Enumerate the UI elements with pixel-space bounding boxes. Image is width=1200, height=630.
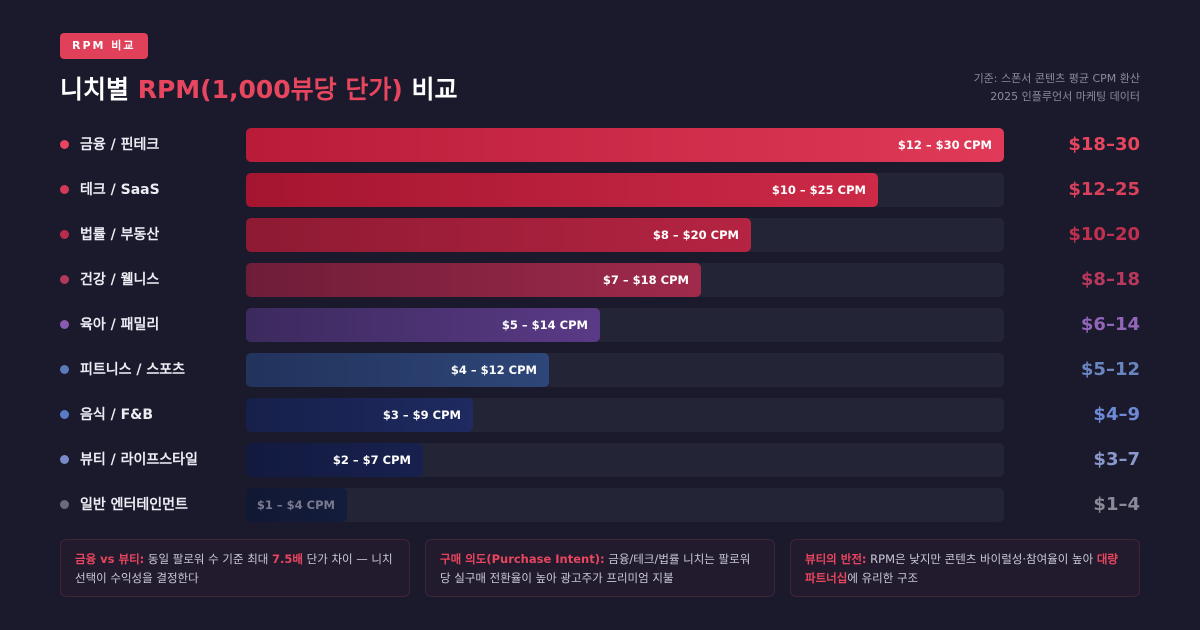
source-note: 기준: 스폰서 콘텐츠 평균 CPM 환산 2025 인플루언서 마케팅 데이터 [974,70,1140,106]
title-accent: RPM(1,000뷰당 단가) [137,75,403,104]
chart-row: 육아 / 패밀리 $5 – $14 CPM $6–14 [0,308,1200,342]
chart-row: 뷰티 / 라이프스타일 $2 – $7 CPM $3–7 [0,443,1200,477]
rpm-range-label: $18–30 [1068,134,1140,155]
rpm-range-label: $10–20 [1068,224,1140,245]
bar: $2 – $7 CPM [246,443,423,477]
bar-track: $5 – $14 CPM [246,308,1004,342]
bar-value-label: $12 – $30 CPM [897,138,992,152]
category-label: 육아 / 패밀리 [80,317,160,333]
chart-row: 음식 / F&B $3 – $9 CPM $4–9 [0,398,1200,432]
rpm-range-label: $1–4 [1093,494,1140,515]
title-suffix: 비교 [402,75,458,104]
note-highlight: 7.5배 [272,552,303,566]
bar-value-label: $3 – $9 CPM [382,408,461,422]
chart-row: 건강 / 웰니스 $7 – $18 CPM $8–18 [0,263,1200,297]
bar-track: $3 – $9 CPM [246,398,1004,432]
section-badge: RPM 비교 [60,33,148,59]
note-title: 구매 의도(Purchase Intent): [440,552,605,566]
page-title: 니치별 RPM(1,000뷰당 단가) 비교 [60,70,458,106]
source-line-2: 2025 인플루언서 마케팅 데이터 [990,90,1140,103]
note-card-beauty-reversal: 뷰티의 반전: RPM은 낮지만 콘텐츠 바이럴성·참여율이 높아 대량 파트너… [790,539,1140,597]
rpm-range-label: $6–14 [1080,314,1140,335]
bar-value-label: $1 – $4 CPM [256,498,335,512]
note-text: 금융/테크/법률 니치는 팔로워당 실구매 전환율이 높아 광고주가 프리미엄 … [440,552,751,585]
rpm-range-label: $5–12 [1080,359,1140,380]
bar-track: $1 – $4 CPM [246,488,1004,522]
note-card-finance-vs-beauty: 금융 vs 뷰티: 동일 팔로워 수 기준 최대 7.5배 단가 차이 — 니치… [60,539,410,597]
bar-value-label: $10 – $25 CPM [771,183,866,197]
bar-value-label: $4 – $12 CPM [450,363,537,377]
bar-track: $4 – $12 CPM [246,353,1004,387]
bar: $7 – $18 CPM [246,263,701,297]
legend-dot [60,275,69,284]
bar-value-label: $7 – $18 CPM [602,273,689,287]
note-text: 에 유리한 구조 [847,571,919,585]
legend-dot [60,185,69,194]
note-text: 동일 팔로워 수 기준 최대 [144,552,273,566]
chart-row: 법률 / 부동산 $8 – $20 CPM $10–20 [0,218,1200,252]
bar: $8 – $20 CPM [246,218,751,252]
category-label: 피트니스 / 스포츠 [80,362,186,378]
bar-value-label: $5 – $14 CPM [501,318,588,332]
source-line-1: 기준: 스폰서 콘텐츠 평균 CPM 환산 [973,72,1140,85]
bar: $1 – $4 CPM [246,488,347,522]
rpm-range-label: $12–25 [1068,179,1140,200]
category-label: 법률 / 부동산 [80,227,160,243]
bar-value-label: $8 – $20 CPM [652,228,739,242]
bar-track: $7 – $18 CPM [246,263,1004,297]
legend-dot [60,500,69,509]
notes-panel: 금융 vs 뷰티: 동일 팔로워 수 기준 최대 7.5배 단가 차이 — 니치… [60,539,1140,597]
legend-dot [60,320,69,329]
note-text: RPM은 낮지만 콘텐츠 바이럴성·참여율이 높아 [866,552,1097,566]
note-title: 금융 vs 뷰티: [75,552,145,566]
bar: $4 – $12 CPM [246,353,549,387]
bar: $5 – $14 CPM [246,308,600,342]
rpm-range-label: $3–7 [1093,449,1140,470]
category-label: 뷰티 / 라이프스타일 [80,452,198,468]
bar: $12 – $30 CPM [246,128,1004,162]
legend-dot [60,365,69,374]
category-label: 금융 / 핀테크 [80,137,160,153]
bar: $10 – $25 CPM [246,173,878,207]
bar-track: $10 – $25 CPM [246,173,1004,207]
legend-dot [60,140,69,149]
note-text: 단가 차이 — 니치 선택이 수익성을 결정한다 [75,552,393,585]
bar-track: $2 – $7 CPM [246,443,1004,477]
rpm-range-label: $8–18 [1080,269,1140,290]
chart-row: 일반 엔터테인먼트 $1 – $4 CPM $1–4 [0,488,1200,522]
note-card-purchase-intent: 구매 의도(Purchase Intent): 금융/테크/법률 니치는 팔로워… [425,539,775,597]
legend-dot [60,455,69,464]
category-label: 건강 / 웰니스 [80,272,160,288]
legend-dot [60,230,69,239]
category-label: 일반 엔터테인먼트 [80,497,188,513]
category-label: 테크 / SaaS [80,182,160,198]
category-label: 음식 / F&B [80,407,154,423]
rpm-range-label: $4–9 [1093,404,1140,425]
bar-track: $12 – $30 CPM [246,128,1004,162]
legend-dot [60,410,69,419]
chart-row: 금융 / 핀테크 $12 – $30 CPM $18–30 [0,128,1200,162]
chart-row: 테크 / SaaS $10 – $25 CPM $12–25 [0,173,1200,207]
note-highlight: 대량 파트너십 [805,552,1118,585]
title-prefix: 니치별 [60,75,138,104]
rpm-bar-chart: 금융 / 핀테크 $12 – $30 CPM $18–30 테크 / SaaS $10 … [0,128,1200,526]
bar-value-label: $2 – $7 CPM [332,453,411,467]
chart-row: 피트니스 / 스포츠 $4 – $12 CPM $5–12 [0,353,1200,387]
bar: $3 – $9 CPM [246,398,473,432]
bar-track: $8 – $20 CPM [246,218,1004,252]
note-title: 뷰티의 반전: [805,552,867,566]
